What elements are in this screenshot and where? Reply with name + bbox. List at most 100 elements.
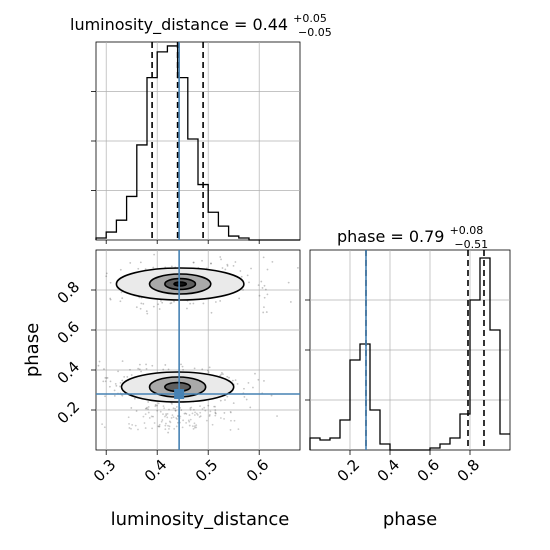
- sample-point: [123, 375, 126, 378]
- sample-point: [162, 413, 164, 416]
- sample-point: [128, 422, 130, 425]
- sample-point: [166, 412, 169, 415]
- sample-point: [222, 373, 224, 376]
- sample-point: [162, 405, 165, 408]
- sample-point: [214, 411, 217, 414]
- sample-point: [133, 397, 136, 400]
- sample-point: [166, 416, 169, 419]
- sample-point: [175, 425, 178, 428]
- sample-point: [158, 308, 161, 310]
- sample-point: [190, 406, 193, 409]
- sample-point: [262, 256, 265, 259]
- sample-point: [219, 300, 222, 302]
- sample-point: [98, 360, 101, 363]
- sample-point: [144, 413, 147, 416]
- sample-point: [188, 414, 191, 416]
- y-axis-label-phase: phase: [22, 323, 43, 377]
- sample-point: [262, 311, 265, 314]
- sample-point: [192, 427, 195, 430]
- phase-xtick-label-0: 0.2: [334, 456, 364, 486]
- sample-point: [229, 429, 232, 431]
- sample-point: [88, 372, 90, 374]
- sample-point: [257, 378, 260, 381]
- sample-point: [104, 395, 106, 398]
- sample-point: [180, 409, 183, 411]
- contour-ytick-label-0: 0.2: [54, 398, 84, 428]
- sample-point: [146, 312, 149, 315]
- sample-point: [143, 422, 146, 424]
- sample-point: [165, 413, 167, 415]
- sample-point: [226, 263, 229, 266]
- sample-point: [193, 367, 196, 370]
- sample-point: [167, 368, 170, 371]
- sample-point: [250, 267, 252, 270]
- sample-point: [254, 372, 256, 375]
- sample-point: [219, 417, 222, 419]
- sample-point: [287, 281, 290, 284]
- sample-point: [213, 405, 215, 408]
- sample-point: [265, 311, 268, 313]
- sample-point: [145, 368, 148, 370]
- sample-point: [271, 260, 274, 263]
- sample-point: [220, 258, 222, 261]
- sample-point: [170, 265, 173, 268]
- sample-point: [129, 368, 131, 371]
- sample-point: [153, 253, 156, 256]
- sample-point: [115, 384, 118, 387]
- sample-point: [147, 408, 149, 411]
- sample-point: [97, 364, 100, 367]
- panel-luminosity-distance-hist: [91, 41, 301, 244]
- sample-point: [165, 414, 168, 417]
- sample-point: [297, 266, 299, 269]
- sample-point: [121, 297, 124, 300]
- sample-point: [153, 422, 156, 424]
- phase-title-sub: −0.51: [454, 238, 488, 251]
- sample-point: [108, 385, 111, 388]
- sample-point: [103, 368, 105, 370]
- sample-point: [236, 383, 239, 385]
- sample-point: [199, 415, 202, 418]
- sample-point: [219, 256, 222, 258]
- sample-point: [192, 261, 195, 264]
- sample-point: [195, 412, 198, 415]
- sample-point: [154, 243, 156, 245]
- sample-point: [231, 379, 234, 382]
- sample-point: [192, 246, 194, 248]
- sample-point: [109, 380, 112, 383]
- sample-point: [126, 376, 129, 378]
- sample-point: [228, 376, 230, 379]
- ld-title-sup: +0.05: [293, 12, 327, 25]
- sample-point: [180, 363, 182, 366]
- sample-point: [289, 301, 292, 303]
- x-axis-label-phase: phase: [383, 509, 437, 530]
- sample-point: [150, 415, 153, 418]
- sample-point: [164, 424, 167, 427]
- sample-point: [223, 417, 225, 420]
- sample-point: [89, 301, 91, 303]
- sample-point: [226, 375, 229, 378]
- sample-point: [214, 412, 217, 415]
- sample-point: [223, 412, 226, 414]
- sample-point: [151, 364, 154, 367]
- sample-point: [234, 379, 237, 382]
- sample-point: [199, 411, 202, 414]
- sample-point: [220, 373, 223, 376]
- ld-hist-ticks: [91, 91, 260, 244]
- sample-point: [146, 406, 148, 409]
- phase-xtick-label-3: 0.8: [454, 456, 484, 486]
- sample-point: [219, 399, 222, 402]
- sample-point: [181, 426, 184, 429]
- sample-point: [120, 291, 123, 294]
- sample-point: [144, 407, 147, 410]
- sample-point: [106, 376, 109, 379]
- sample-point: [130, 407, 133, 409]
- sample-point: [158, 423, 161, 426]
- sample-point: [243, 395, 246, 398]
- sample-point: [202, 302, 205, 305]
- sample-point: [170, 417, 173, 419]
- sample-point: [139, 307, 142, 310]
- sample-point: [187, 419, 190, 422]
- sample-point: [109, 297, 112, 300]
- sample-point: [171, 414, 174, 417]
